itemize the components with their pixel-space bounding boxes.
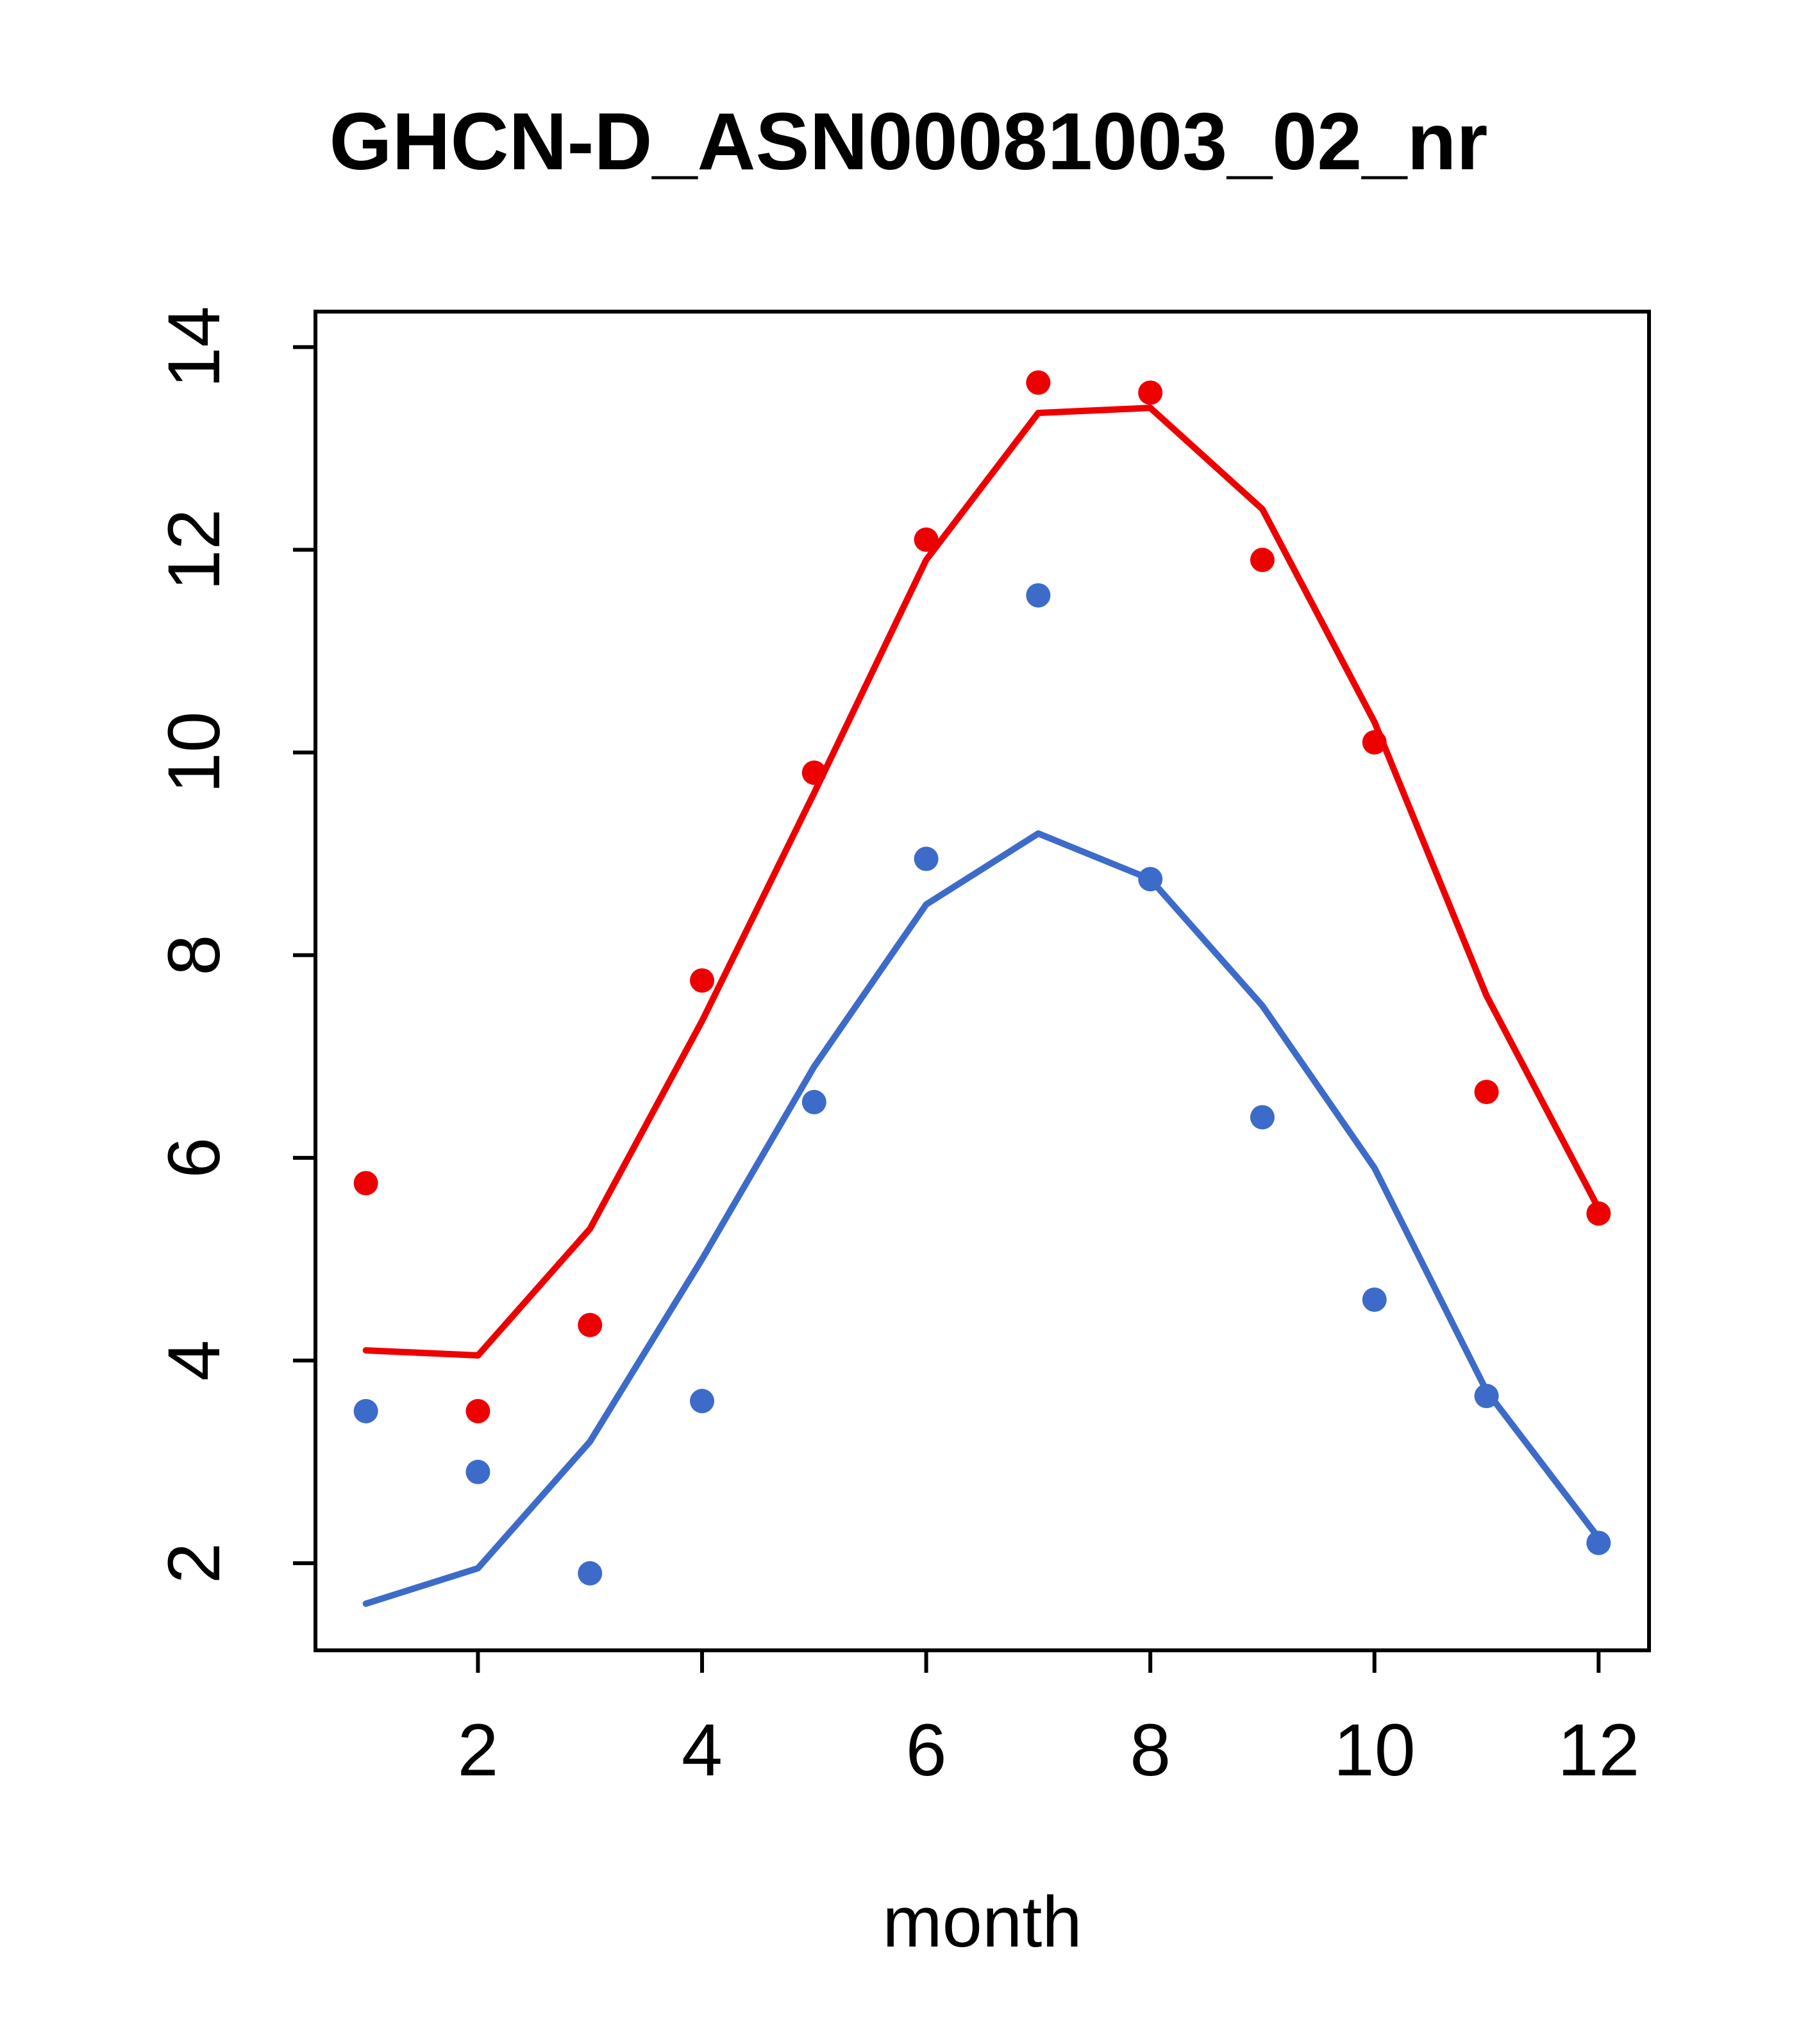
- red-dots-point: [914, 527, 939, 552]
- blue-dots-point: [801, 1089, 826, 1114]
- y-tick-label: 12: [153, 508, 235, 591]
- red-dots-point: [1026, 370, 1051, 395]
- red-dots-point: [1586, 1201, 1611, 1226]
- y-tick-label: 2: [153, 1543, 235, 1584]
- blue-dots-point: [1586, 1530, 1611, 1555]
- y-tick-label: 4: [153, 1340, 235, 1381]
- blue-dots-point: [578, 1561, 603, 1586]
- blue-dots-point: [1026, 583, 1051, 608]
- red-dots-point: [465, 1398, 490, 1423]
- x-tick-label: 2: [457, 1709, 498, 1791]
- blue-dots-point: [1474, 1384, 1499, 1409]
- blue-dots-point: [914, 846, 939, 871]
- red-dots-point: [801, 760, 826, 785]
- x-tick-label: 4: [682, 1709, 723, 1791]
- x-tick-label: 10: [1334, 1709, 1416, 1791]
- chart-title: GHCN-D_ASN00081003_02_nr: [329, 96, 1488, 187]
- blue-dots-point: [465, 1459, 490, 1484]
- red-dots-point: [1138, 380, 1163, 405]
- plot-box: [314, 310, 1651, 1652]
- y-tick-label: 14: [153, 306, 235, 388]
- y-tick-label: 8: [153, 935, 235, 976]
- x-tick-label: 6: [906, 1709, 947, 1791]
- y-tick-label: 10: [153, 712, 235, 794]
- blue-dots-point: [690, 1389, 715, 1414]
- x-tick-label: 8: [1130, 1709, 1171, 1791]
- red-dots-point: [1362, 730, 1387, 755]
- blue-line: [362, 830, 1602, 1607]
- blue-dots-point: [1250, 1105, 1275, 1130]
- red-dots-point: [1250, 548, 1275, 573]
- red-line: [362, 405, 1602, 1359]
- x-axis-title: month: [882, 1882, 1082, 1962]
- red-dots-point: [690, 968, 715, 993]
- blue-dots-point: [1362, 1287, 1387, 1312]
- red-dots-point: [1474, 1080, 1499, 1105]
- red-dots-point: [578, 1312, 603, 1337]
- red-dots-point: [353, 1171, 378, 1196]
- blue-dots-point: [353, 1398, 378, 1423]
- x-tick-label: 12: [1557, 1709, 1639, 1791]
- y-tick-label: 6: [153, 1137, 235, 1178]
- blue-dots-point: [1138, 867, 1163, 892]
